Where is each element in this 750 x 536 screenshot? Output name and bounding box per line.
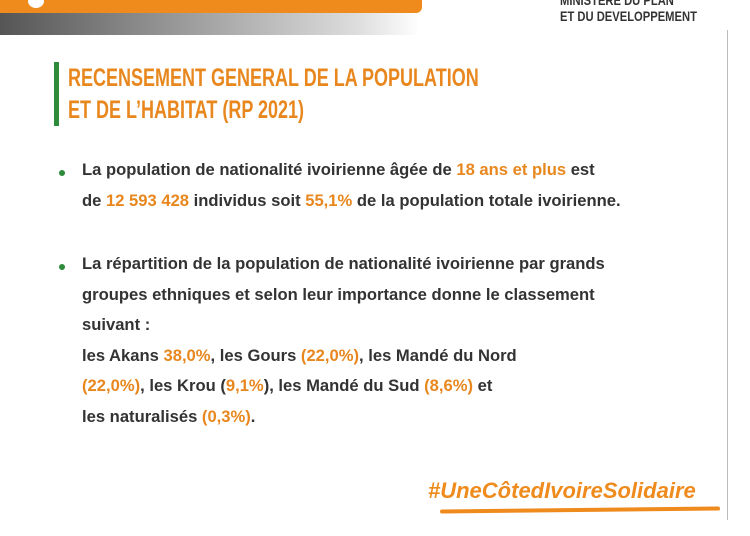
text-segment: , les Krou ( xyxy=(140,376,226,395)
text-segment: (22,0%) xyxy=(300,345,360,365)
text-segment: de xyxy=(82,190,106,210)
text-segment: , les Mandé du Nord xyxy=(359,345,517,365)
text-line: La répartition de la population de natio… xyxy=(82,254,605,274)
text-line: les naturalisés (0,3%). xyxy=(82,407,255,427)
text-segment: et xyxy=(472,376,493,395)
text-segment: ), les Mandé du Sud xyxy=(263,376,425,395)
text-segment: 38,0% xyxy=(163,345,211,365)
text-segment: (8,6%) xyxy=(424,376,473,395)
title: RECENSEMENT GENERAL DE LA POPULATION ET … xyxy=(68,62,479,126)
title-bar xyxy=(54,62,59,126)
top-bar xyxy=(0,0,422,13)
ministry: MINISTERE DU PLAN ET DU DEVELOPPEMENT xyxy=(560,0,697,24)
logo xyxy=(28,0,44,8)
text-segment: 18 ans et plus xyxy=(456,160,567,179)
text-segment: 9,1% xyxy=(225,376,264,395)
text-segment: les Akans xyxy=(82,345,164,365)
text-segment: de la population totale ivoirienne. xyxy=(352,190,621,210)
text-line: (22,0%), les Krou (9,1%), les Mandé du S… xyxy=(82,376,492,396)
text-segment: La population de nationalité ivoirienne … xyxy=(82,160,457,179)
bullet-dot xyxy=(59,170,65,176)
text-segment: individus soit xyxy=(189,190,306,210)
text-segment: (0,3%) xyxy=(201,406,251,426)
text-segment: les naturalisés xyxy=(82,406,202,426)
text-segment: , les Gours xyxy=(210,345,301,365)
divider xyxy=(727,30,728,520)
ministry-line: MINISTERE DU PLAN xyxy=(560,0,674,8)
hashtag: #UneCôtedIvoireSolidaire xyxy=(428,478,696,503)
text-segment: suivant : xyxy=(82,315,151,334)
text-line: La population de nationalité ivoirienne … xyxy=(82,160,595,180)
text-line: les Akans 38,0%, les Gours (22,0%), les … xyxy=(82,346,517,366)
text-segment: 55,1% xyxy=(305,190,353,210)
brush-underline xyxy=(439,506,721,514)
text-segment: . xyxy=(250,406,256,426)
text-line: groupes ethniques et selon leur importan… xyxy=(82,285,595,305)
text-segment: 12 593 428 xyxy=(105,190,190,210)
text-line: suivant : xyxy=(82,315,150,335)
text-segment: (22,0%) xyxy=(82,376,141,395)
text-segment: La répartition de la population de natio… xyxy=(82,254,605,273)
bullet-dot xyxy=(59,264,65,270)
text-line: de 12 593 428 individus soit 55,1% de la… xyxy=(82,191,621,211)
text-segment: est xyxy=(566,160,595,179)
title-line: RECENSEMENT GENERAL DE LA POPULATION xyxy=(68,64,479,92)
title-line: ET DE L’HABITAT (RP 2021) xyxy=(68,96,305,124)
text-segment: groupes ethniques et selon leur importan… xyxy=(82,284,595,304)
grey-strip xyxy=(0,13,420,35)
ministry-line: ET DU DEVELOPPEMENT xyxy=(560,8,697,24)
